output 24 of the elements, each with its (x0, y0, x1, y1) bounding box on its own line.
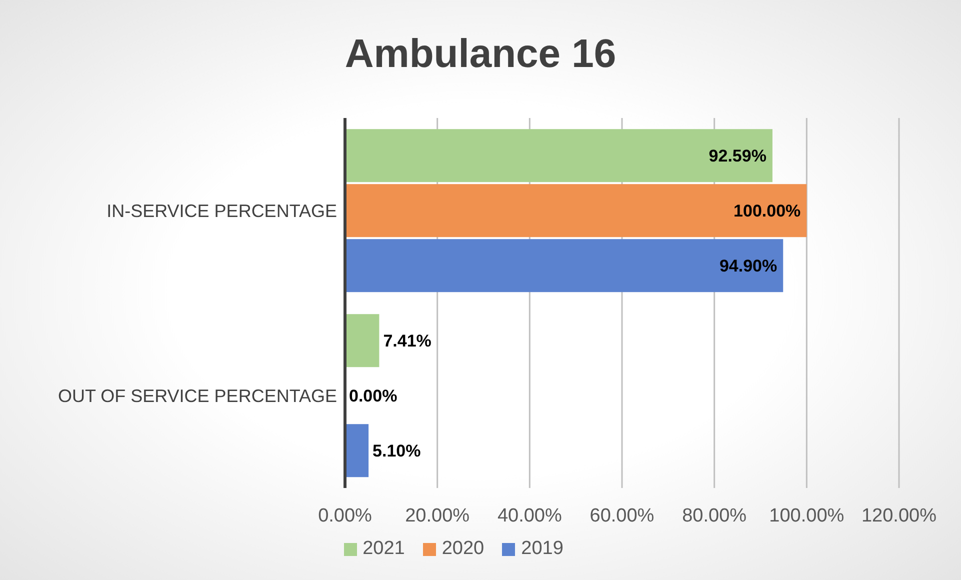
bar (345, 129, 772, 182)
bar (345, 184, 807, 238)
bar (345, 314, 380, 368)
data-label: 100.00% (734, 202, 801, 221)
legend-label: 2021 (362, 538, 405, 560)
x-tick-label: 40.00% (497, 505, 562, 526)
y-tick-label: OUT OF SERVICE PERCENTAGE (58, 386, 337, 406)
x-tick-label: 60.00% (590, 505, 654, 526)
x-tick-label: 100.00% (769, 505, 844, 526)
bar (345, 424, 369, 478)
data-label: 0.00% (349, 386, 398, 406)
data-label: 92.59% (708, 146, 766, 166)
bar (345, 239, 784, 292)
x-tick-label: 120.00% (861, 505, 937, 526)
data-label: 5.10% (372, 442, 421, 461)
chart-title: Ambulance 16 (344, 32, 618, 77)
legend-label: 2020 (440, 538, 484, 560)
x-tick-label: 80.00% (682, 505, 747, 526)
y-tick-label: IN-SERVICE PERCENTAGE (106, 200, 337, 221)
legend-label: 2019 (520, 538, 564, 560)
x-tick-label: 20.00% (405, 505, 470, 526)
data-label: 94.90% (719, 256, 778, 276)
data-label: 7.41% (383, 332, 432, 351)
x-tick-label: 0.00% (318, 505, 372, 526)
